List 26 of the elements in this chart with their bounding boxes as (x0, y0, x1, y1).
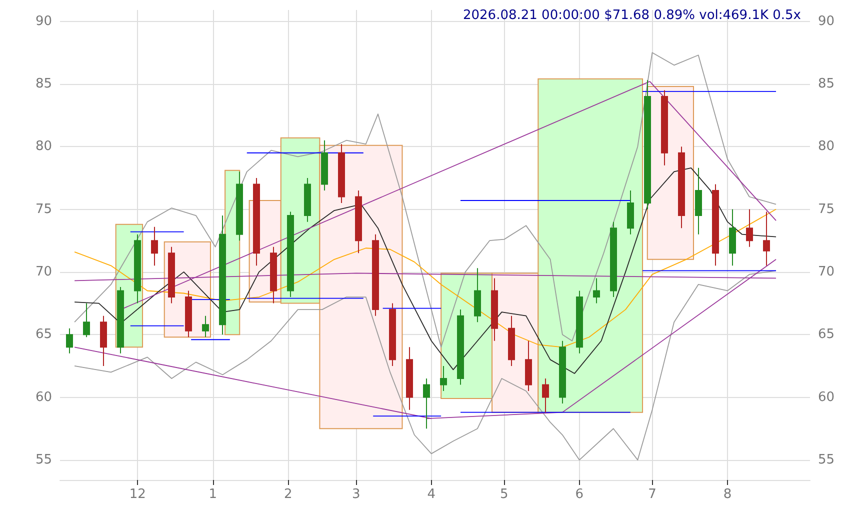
y2-tick-label: 55 (818, 452, 835, 468)
y-tick-label: 90 (35, 14, 52, 29)
y-tick-label: 60 (35, 390, 52, 405)
y-tick-label: 85 (35, 76, 52, 92)
y-tick-label: 75 (35, 202, 52, 217)
y2-tick-label: 80 (818, 139, 835, 154)
y2-tick-label: 65 (818, 327, 835, 342)
x-tick-label: 5 (500, 487, 508, 502)
x-tick-label: 3 (352, 487, 360, 502)
y2-tick-label: 70 (818, 264, 835, 280)
chart-title: 2026.08.21 00:00:00 $71.68 0.89% vol:469.1K 0.5x (462, 8, 802, 23)
y-tick-label: 70 (35, 264, 52, 280)
y-tick-label: 80 (35, 139, 52, 154)
y2-tick-label: 85 (818, 76, 835, 92)
x-tick-label: 8 (723, 487, 732, 502)
y-tick-label: 55 (35, 452, 52, 468)
x-tick-label: 1 (208, 487, 218, 502)
y2-tick-label: 75 (818, 202, 835, 217)
y2-tick-label: 90 (818, 14, 835, 29)
x-tick-label: 4 (427, 487, 436, 502)
y2-tick-label: 60 (818, 390, 835, 405)
x-tick-label: 12 (129, 487, 146, 502)
x-tick-label: 7 (648, 487, 656, 502)
x-tick-label: 6 (575, 487, 584, 502)
x-tick-label: 2 (284, 487, 292, 502)
y-tick-label: 65 (35, 327, 52, 342)
